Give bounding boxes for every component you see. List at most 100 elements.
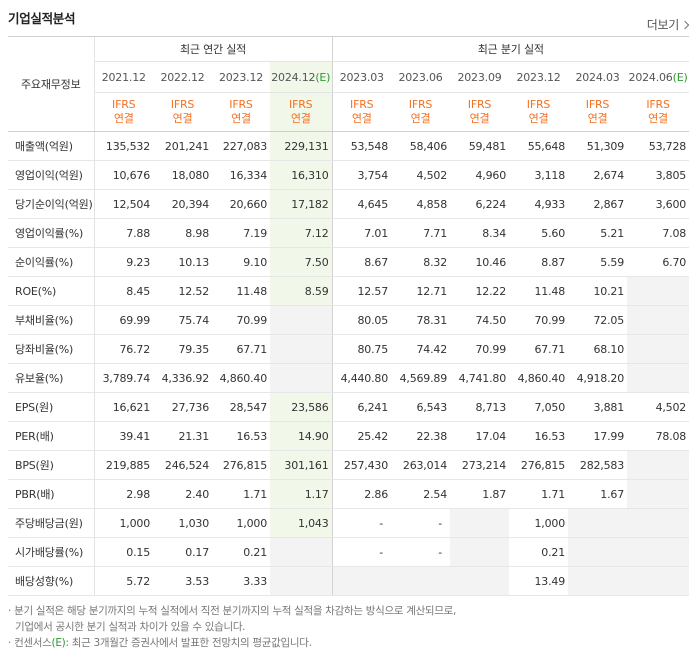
value-cell: 2.98	[93, 479, 153, 509]
value-cell	[627, 363, 690, 393]
value-cell	[568, 537, 627, 567]
value-cell: 301,161	[270, 450, 332, 480]
table-row: PBR(배) 2.98 2.40 1.71 1.17 2.86 2.54 1.87 1.71 1.…	[8, 479, 690, 509]
value-cell: -	[391, 537, 450, 567]
value-cell: 58,406	[391, 131, 450, 161]
value-cell: 12.71	[391, 276, 450, 306]
period-label: 2023.03	[339, 70, 384, 84]
value-cell: 2.40	[153, 479, 212, 509]
value-cell	[450, 566, 509, 596]
value-cell: 16,621	[93, 392, 153, 422]
value-cell: 8.34	[450, 218, 509, 248]
more-label: 더보기	[646, 18, 680, 32]
table-row: 유보율(%) 3,789.74 4,336.92 4,860.40 4,440.80 4,…	[8, 363, 690, 393]
value-cell: 75.74	[153, 305, 212, 335]
period-label: 2024.03	[575, 70, 620, 84]
value-cell: 4,933	[509, 189, 568, 219]
quarter-group-header: 최근 분기 실적	[331, 36, 690, 62]
row-label: 부채비율(%)	[8, 305, 94, 335]
section-title: 기업실적분석	[8, 11, 76, 26]
value-cell: 273,214	[450, 450, 509, 480]
value-cell: 4,502	[627, 392, 690, 422]
value-cell: 6.70	[627, 247, 690, 277]
footnote-1-cont: 기업에서 공시한 분기 실적과 차이가 있을 수 있습니다.	[15, 621, 246, 633]
value-cell: 4,960	[450, 160, 509, 190]
value-cell: 1.71	[212, 479, 270, 509]
ifrs-badge: IFRS 연결	[93, 92, 153, 132]
value-cell: 59,481	[450, 131, 509, 161]
ifrs-label: IFRS	[229, 98, 253, 111]
value-cell: 80.75	[331, 334, 391, 364]
row-label: PBR(배)	[8, 479, 94, 509]
value-cell: 3,754	[331, 160, 391, 190]
period-header: 2024.03	[568, 61, 627, 93]
value-cell: 9.23	[93, 247, 153, 277]
value-cell: 12.22	[450, 276, 509, 306]
value-cell: 1.67	[568, 479, 627, 509]
consolidated-label: 연결	[231, 112, 251, 125]
value-cell	[270, 363, 332, 393]
value-cell: 16.53	[212, 421, 270, 451]
value-cell	[627, 305, 690, 335]
consolidated-label: 연결	[113, 112, 134, 125]
value-cell: 17.04	[450, 421, 509, 451]
table-row: 부채비율(%) 69.99 75.74 70.99 80.05 78.31 74.50 70.…	[8, 305, 690, 335]
value-cell: 53,548	[331, 131, 391, 161]
value-cell: 6,224	[450, 189, 509, 219]
value-cell: 1,043	[270, 508, 332, 538]
ifrs-badge: IFRS 연결	[331, 92, 391, 132]
value-cell: 53,728	[627, 131, 690, 161]
ifrs-label: IFRS	[467, 98, 492, 111]
value-cell: 227,083	[212, 131, 270, 161]
value-cell: 263,014	[391, 450, 450, 480]
value-cell: 11.48	[212, 276, 270, 306]
consolidated-label: 연결	[469, 112, 490, 125]
more-link[interactable]: 더보기	[646, 16, 690, 33]
value-cell: 8.67	[331, 247, 391, 277]
value-cell: 68.10	[568, 334, 627, 364]
value-cell	[391, 566, 450, 596]
chevron-right-icon	[680, 20, 690, 30]
value-cell: 201,241	[153, 131, 212, 161]
value-cell: 70.99	[450, 334, 509, 364]
row-label: PER(배)	[8, 421, 94, 451]
value-cell: 18,080	[153, 160, 212, 190]
value-cell: 17.99	[568, 421, 627, 451]
value-cell: 8.98	[153, 218, 212, 248]
period-label: 2023.12	[218, 70, 264, 84]
value-cell	[270, 566, 332, 596]
value-cell: 3,789.74	[93, 363, 153, 393]
table-row: 영업이익률(%) 7.88 8.98 7.19 7.12 7.01 7.71 8.34 5.60…	[8, 218, 690, 248]
period-header: 2023.03	[331, 61, 391, 93]
period-label: 2024.06	[628, 70, 673, 84]
value-cell: 7.01	[331, 218, 391, 248]
value-cell: 51,309	[568, 131, 627, 161]
value-cell: 27,736	[153, 392, 212, 422]
table-row: ROE(%) 8.45 12.52 11.48 8.59 12.57 12.71 12.22 1…	[8, 276, 690, 306]
value-cell	[450, 537, 509, 567]
value-cell: 3,805	[627, 160, 690, 190]
value-cell: 11.48	[509, 276, 568, 306]
ifrs-badge: IFRS 연결	[509, 92, 568, 132]
value-cell: 28,547	[212, 392, 270, 422]
value-cell: 7.19	[212, 218, 270, 248]
table-row: EPS(원) 16,621 27,736 28,547 23,586 6,241 6,543…	[8, 392, 690, 422]
consolidated-label: 연결	[290, 112, 311, 125]
value-cell: 1,000	[93, 508, 153, 538]
value-cell: 8.45	[93, 276, 153, 306]
value-cell: 1,030	[153, 508, 212, 538]
value-cell: 8.59	[270, 276, 332, 306]
period-header: 2023.12	[509, 61, 568, 93]
value-cell	[627, 334, 690, 364]
value-cell: 2,867	[568, 189, 627, 219]
value-cell: 4,440.80	[331, 363, 391, 393]
ifrs-badge: IFRS 연결	[568, 92, 627, 132]
table-row: 배당성향(%) 5.72 3.53 3.33 13.49	[8, 566, 690, 596]
value-cell: 55,648	[509, 131, 568, 161]
estimate-mark: (E)	[672, 70, 688, 84]
period-label: 2024.12	[271, 70, 316, 84]
value-cell: 10,676	[93, 160, 153, 190]
ifrs-label: IFRS	[646, 98, 670, 111]
value-cell: 7.12	[270, 218, 332, 248]
value-cell: 80.05	[331, 305, 391, 335]
